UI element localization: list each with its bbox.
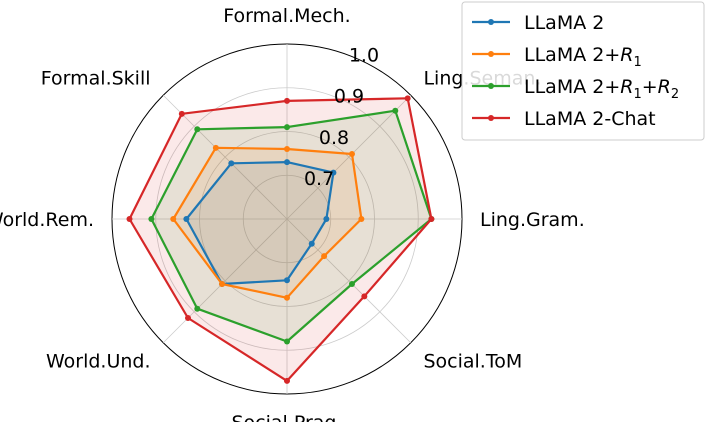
series-point-llama-2-chat-social-prag xyxy=(284,377,290,384)
series-point-llama-2-r1-r2-world-und xyxy=(194,305,201,312)
series-point-llama-2-r1-world-und xyxy=(219,280,226,287)
series-point-llama-2-r1-r2-formal-mech xyxy=(284,124,290,131)
series-point-llama-2-chat-ling-seman xyxy=(404,95,411,102)
series-fill-llama-2-r1 xyxy=(173,147,362,298)
series-point-llama-2-social-prag xyxy=(284,277,290,284)
series-point-llama-2-r1-ling-gram xyxy=(358,216,365,222)
spoke-social-tom xyxy=(286,218,412,344)
series-point-llama-2-r1-world-rem xyxy=(170,216,177,222)
legend-item-llama-2: LLaMA 2 xyxy=(472,12,604,34)
axis-label-formal-skill: Formal.Skill xyxy=(41,68,151,90)
series-point-llama-2-chat-social-tom xyxy=(361,293,368,300)
radial-tick-label: 0.9 xyxy=(334,86,364,108)
series-point-llama-2-r1-r2-social-tom xyxy=(348,280,355,287)
axis-label-ling-gram: Ling.Gram. xyxy=(480,209,585,231)
legend-label: LLaMA 2+R1​+R2​ xyxy=(524,76,679,102)
series-fills xyxy=(129,98,432,381)
legend-item-llama-2-r1-r2: LLaMA 2+R1​+R2​ xyxy=(472,76,679,102)
series-lines xyxy=(126,95,435,384)
series-point-llama-2-r1-r2-world-rem xyxy=(148,216,155,222)
series-point-llama-2-chat-world-rem xyxy=(126,216,133,222)
axis-label-formal-mech: Formal.Mech. xyxy=(223,5,350,27)
series-point-llama-2-r1-formal-skill xyxy=(212,144,219,151)
series-point-llama-2-chat-formal-mech xyxy=(284,97,290,104)
series-point-llama-2-ling-seman xyxy=(330,169,337,176)
series-point-llama-2-r1-r2-social-prag xyxy=(284,338,290,345)
legend-swatch-marker xyxy=(488,115,494,121)
series-point-llama-2-r1-social-tom xyxy=(321,253,328,260)
spoke-world-und xyxy=(162,218,288,344)
series-point-llama-2-chat-world-und xyxy=(185,314,192,321)
grid xyxy=(111,43,463,395)
spoke-ling-seman xyxy=(286,94,412,220)
radial-tick-labels: 0.7 0.8 0.9 1.0 xyxy=(304,45,379,190)
legend-item-llama-2-r1: LLaMA 2+R1​ xyxy=(472,44,642,70)
series-point-llama-2-ling-gram xyxy=(323,216,330,222)
series-point-llama-2-chat-formal-skill xyxy=(178,110,185,117)
series-point-llama-2-r1-r2-ling-seman xyxy=(392,107,399,114)
series-point-llama-2-r1-ling-seman xyxy=(348,151,355,158)
series-point-llama-2-chat-ling-gram xyxy=(428,216,435,222)
series-point-llama-2-r1-social-prag xyxy=(284,294,290,301)
series-point-llama-2-social-tom xyxy=(308,240,315,247)
legend-swatch-marker xyxy=(488,83,494,89)
series-point-llama-2-r1-r2-formal-skill xyxy=(194,126,201,133)
legend: LLaMA 2 LLaMA 2+R1​ LLaMA 2+R1​+R2​ LLaMA 2… xyxy=(461,1,705,141)
series-fill-llama-2 xyxy=(186,162,334,284)
axis-label-world-rem: World.Rem. xyxy=(0,209,94,231)
legend-label: LLaMA 2-Chat xyxy=(524,108,656,130)
axis-label-social-tom: Social.ToM xyxy=(423,350,522,372)
legend-swatch-marker xyxy=(488,51,494,57)
axis-labels: Formal.Mech.Ling.Seman.Ling.Gram.Social.… xyxy=(0,5,585,422)
legend-item-llama-2-chat: LLaMA 2-Chat xyxy=(472,108,656,130)
legend-label: LLaMA 2+R1​ xyxy=(524,44,642,70)
series-point-llama-2-world-rem xyxy=(183,216,190,222)
axis-label-world-und: World.Und. xyxy=(46,350,151,372)
series-point-llama-2-formal-skill xyxy=(228,160,235,167)
series-point-llama-2-r1-formal-mech xyxy=(284,146,290,152)
legend-swatch-marker xyxy=(488,19,494,25)
series-point-llama-2-formal-mech xyxy=(284,159,290,166)
radial-tick-label: 1.0 xyxy=(349,45,379,67)
radial-tick-label: 0.8 xyxy=(319,127,349,149)
legend-frame xyxy=(461,1,705,141)
axis-label-social-prag: Social.Prag. xyxy=(231,412,342,422)
radial-tick-label: 0.7 xyxy=(304,168,334,190)
legend-label: LLaMA 2 xyxy=(524,12,604,34)
series-fill-llama-2-chat xyxy=(129,98,432,381)
